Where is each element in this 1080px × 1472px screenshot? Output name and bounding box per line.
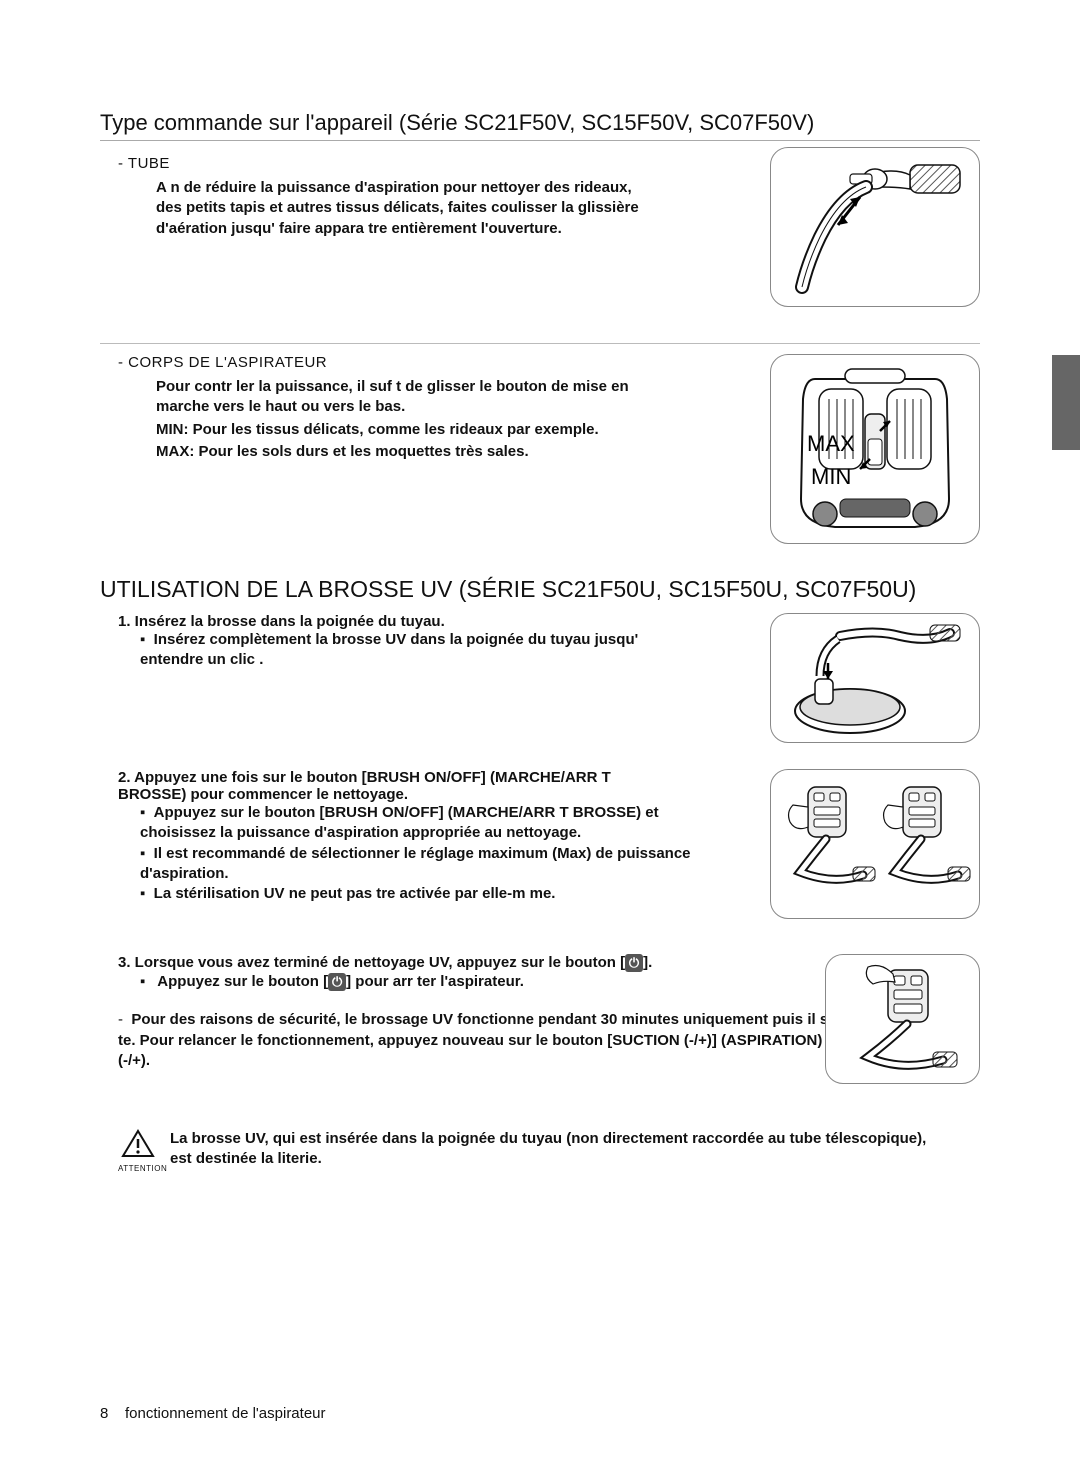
step2-illustration: [770, 769, 980, 919]
corps-row: CORPS DE L'ASPIRATEUR Pour contr ler la …: [100, 354, 980, 554]
step2-head: 2. Appuyez une fois sur le bouton [BRUSH…: [118, 769, 678, 803]
power-icon: ⏻: [625, 954, 643, 972]
step3-head-b: ].: [643, 954, 652, 971]
side-tab: [1052, 355, 1080, 450]
step2-row: 2. Appuyez une fois sur le bouton [BRUSH…: [100, 769, 980, 944]
corps-min: MIN: Pour les tissus délicats, comme les…: [156, 420, 646, 440]
footer-text: fonctionnement de l'aspirateur: [125, 1405, 326, 1422]
step1-row: 1. Insérez la brosse dans la poignée du …: [100, 613, 980, 763]
power-icon-2: ⏻: [328, 973, 346, 991]
step3-b1-b: ] pour arr ter l'aspirateur.: [346, 973, 524, 990]
step3-row: 3. Lorsque vous avez terminé de nettoyag…: [100, 954, 980, 1089]
tube-text: A n de réduire la puissance d'aspiration…: [156, 178, 646, 239]
step3-b1: Appuyez sur le bouton [⏻] pour arr ter l…: [140, 972, 700, 992]
corps-text: Pour contr ler la puissance, il suf t de…: [156, 377, 646, 462]
tube-paragraph: A n de réduire la puissance d'aspiration…: [156, 178, 646, 239]
step3-head: 3. Lorsque vous avez terminé de nettoyag…: [118, 954, 698, 972]
page-number: 8: [100, 1405, 108, 1422]
caution-row: ATTENTION La brosse UV, qui est insérée …: [118, 1129, 980, 1173]
tube-row: TUBE A n de réduire la puissance d'aspir…: [100, 155, 980, 325]
step3-head-a: 3. Lorsque vous avez terminé de nettoyag…: [118, 954, 625, 971]
step1-b1: Insérez complètement la brosse UV dans l…: [140, 630, 700, 671]
max-label: MAX: [807, 431, 855, 456]
corps-line1: Pour contr ler la puissance, il suf t de…: [156, 377, 646, 418]
step2-b1: Appuyez sur le bouton [BRUSH ON/OFF] (MA…: [140, 803, 700, 844]
step2-b3: La stérilisation UV ne peut pas tre acti…: [140, 884, 700, 904]
separator-1: [100, 343, 980, 344]
step3-b1-a: Appuyez sur le bouton [: [157, 973, 328, 990]
vacuum-body-illustration: MAX MIN: [770, 354, 980, 544]
section1-title: Type commande sur l'appareil (Série SC21…: [100, 110, 980, 141]
min-label: MIN: [811, 464, 851, 489]
caution-text: La brosse UV, qui est insérée dans la po…: [170, 1129, 930, 1170]
section2-title: UTILISATION DE LA BROSSE UV (SÉRIE SC21F…: [100, 576, 980, 603]
tube-illustration: [770, 147, 980, 307]
caution-label: ATTENTION: [118, 1164, 158, 1173]
caution-icon: ATTENTION: [118, 1129, 158, 1173]
corps-max: MAX: Pour les sols durs et les moquettes…: [156, 442, 646, 462]
safety-note: Pour des raisons de sécurité, le brossag…: [118, 1010, 858, 1071]
step3-illustration: [825, 954, 980, 1084]
step2-b2: Il est recommandé de sélectionner le rég…: [140, 844, 700, 885]
step1-illustration: [770, 613, 980, 743]
manual-page: Type commande sur l'appareil (Série SC21…: [0, 0, 1080, 1213]
page-footer: 8 fonctionnement de l'aspirateur: [100, 1405, 326, 1422]
